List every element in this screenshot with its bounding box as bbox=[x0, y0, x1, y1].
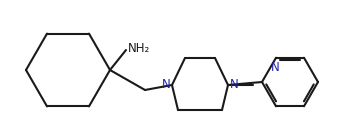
Text: N: N bbox=[162, 79, 170, 92]
Text: N: N bbox=[229, 79, 238, 92]
Text: NH₂: NH₂ bbox=[128, 42, 150, 55]
Text: N: N bbox=[271, 61, 279, 74]
